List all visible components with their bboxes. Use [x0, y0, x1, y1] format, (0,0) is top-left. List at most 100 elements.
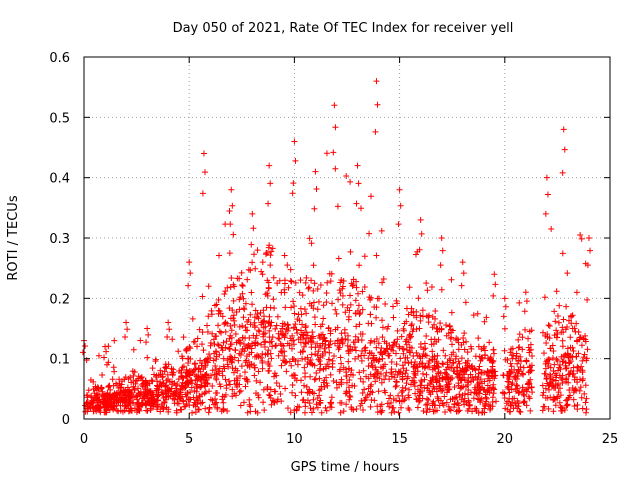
data-point — [190, 338, 197, 345]
data-point — [443, 382, 450, 389]
data-point — [196, 326, 203, 333]
data-point — [284, 405, 291, 412]
data-point — [180, 334, 187, 341]
data-point — [302, 370, 309, 377]
data-point — [251, 322, 258, 329]
data-point — [306, 284, 313, 291]
data-point — [347, 292, 354, 299]
data-point — [222, 344, 229, 351]
data-point — [369, 362, 376, 369]
data-point — [501, 394, 508, 401]
data-point — [169, 336, 176, 343]
data-point — [204, 381, 211, 388]
data-point — [159, 391, 166, 398]
data-point — [236, 381, 243, 388]
data-point — [250, 251, 257, 258]
data-point — [387, 392, 394, 399]
data-point — [288, 304, 295, 311]
data-point — [379, 317, 386, 324]
data-point — [386, 403, 393, 410]
data-point — [327, 371, 334, 378]
data-point — [305, 285, 312, 292]
data-point — [195, 365, 202, 372]
data-point — [254, 352, 261, 359]
data-point — [258, 268, 265, 275]
data-point — [330, 149, 337, 156]
data-point — [110, 364, 117, 371]
data-point — [396, 186, 403, 193]
data-point — [559, 343, 566, 350]
data-point — [564, 324, 571, 331]
y-tick-label: 0 — [62, 413, 70, 428]
data-point — [423, 371, 430, 378]
data-point — [301, 343, 307, 350]
data-point — [523, 388, 530, 395]
data-point — [114, 382, 121, 389]
data-point — [319, 352, 326, 359]
data-point — [570, 396, 577, 403]
data-point — [149, 400, 156, 407]
data-point — [408, 344, 415, 351]
data-point — [141, 391, 148, 398]
data-point — [513, 369, 520, 376]
data-point — [355, 353, 362, 360]
x-tick-label: 0 — [80, 432, 88, 447]
data-point — [226, 345, 233, 352]
data-point — [391, 408, 398, 415]
data-point — [91, 397, 98, 404]
data-point — [399, 373, 406, 380]
data-point — [464, 382, 471, 389]
data-point — [265, 351, 272, 358]
data-point — [164, 371, 171, 378]
data-point — [174, 396, 181, 403]
data-point — [398, 404, 405, 411]
data-point — [165, 408, 172, 415]
data-point — [138, 381, 145, 388]
data-point — [124, 326, 131, 333]
data-point — [511, 366, 518, 373]
data-point — [255, 391, 262, 398]
data-point — [314, 340, 321, 347]
data-point — [320, 315, 327, 322]
data-point — [395, 409, 402, 416]
data-point — [470, 395, 477, 402]
data-point — [122, 333, 129, 340]
data-point — [269, 245, 276, 252]
data-point — [159, 371, 166, 378]
data-point — [242, 335, 249, 342]
data-point — [162, 364, 169, 371]
data-point — [578, 235, 585, 242]
data-point — [274, 398, 281, 405]
data-point — [391, 374, 398, 381]
data-point — [517, 363, 524, 370]
data-point — [276, 335, 283, 342]
data-point — [360, 367, 367, 374]
data-point — [175, 348, 182, 355]
data-point — [371, 397, 378, 404]
data-point — [471, 365, 478, 372]
data-point — [551, 361, 558, 368]
data-point — [455, 346, 462, 353]
data-point — [270, 274, 277, 281]
data-point — [325, 363, 332, 370]
data-point — [99, 388, 106, 395]
data-point — [343, 173, 350, 180]
data-point — [382, 372, 389, 379]
data-point — [502, 303, 509, 310]
data-point — [489, 359, 496, 366]
data-point — [366, 294, 373, 301]
data-point — [357, 205, 364, 212]
data-point — [224, 284, 231, 291]
data-point — [467, 343, 474, 350]
data-point — [257, 379, 264, 386]
data-point — [345, 384, 352, 391]
data-point — [467, 389, 474, 396]
data-point — [220, 355, 227, 362]
data-point — [341, 326, 348, 333]
data-point — [571, 387, 578, 394]
data-point — [543, 375, 550, 382]
data-point — [375, 340, 382, 347]
data-point — [579, 405, 586, 412]
data-point — [556, 361, 563, 368]
data-point — [516, 299, 523, 306]
